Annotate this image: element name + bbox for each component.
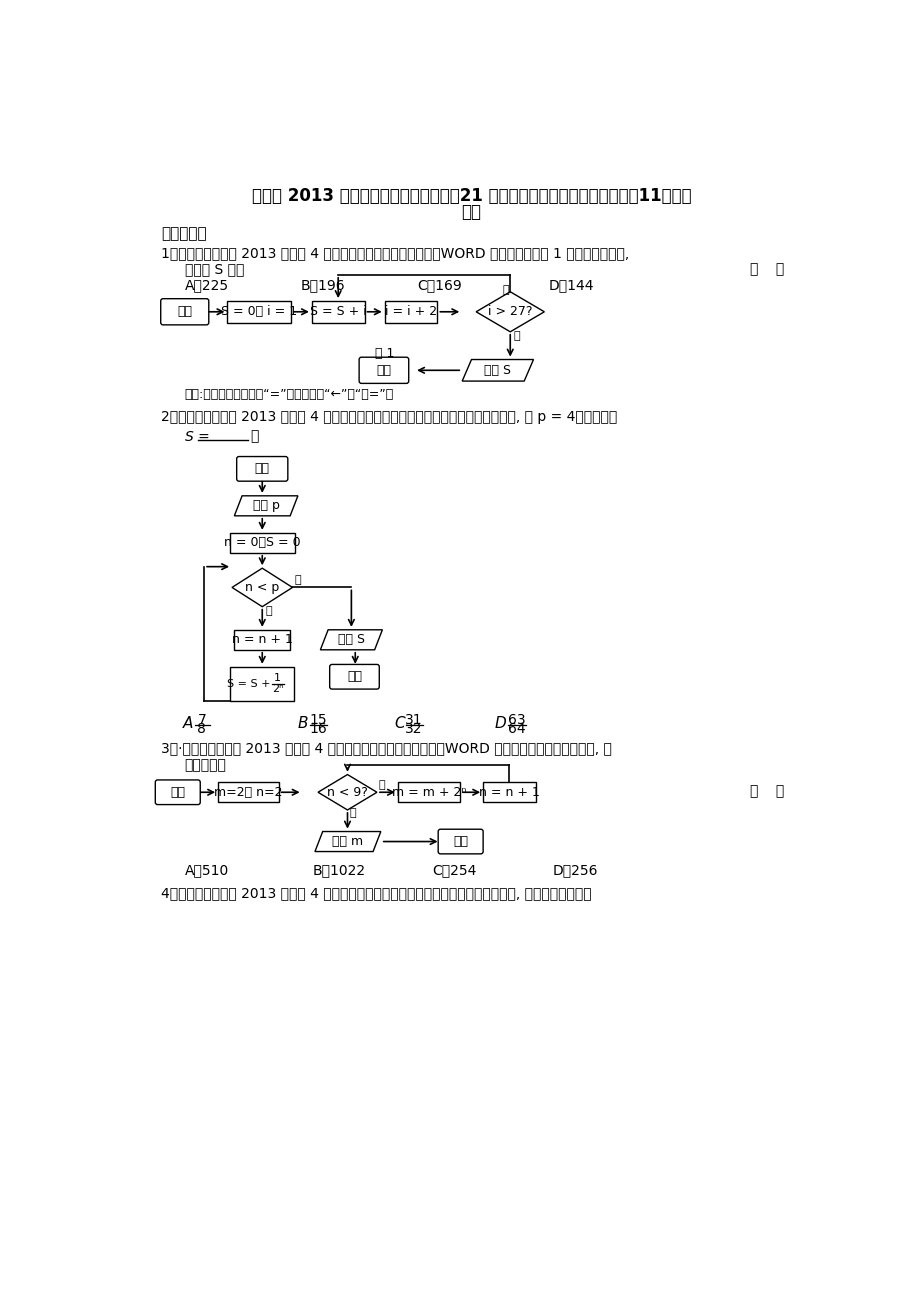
Text: 64: 64 (507, 723, 525, 736)
Text: B: B (297, 716, 307, 732)
FancyBboxPatch shape (437, 829, 482, 854)
Text: 出的结果是: 出的结果是 (185, 758, 226, 772)
Bar (384, 301, 437, 323)
Polygon shape (320, 630, 382, 650)
Text: 否: 否 (502, 285, 508, 296)
Text: S = S + i: S = S + i (310, 305, 366, 318)
Text: m = m + 2ⁿ: m = m + 2ⁿ (391, 786, 466, 798)
Text: 是: 是 (265, 607, 272, 616)
Text: 开始: 开始 (255, 462, 269, 475)
Text: A．225: A．225 (185, 279, 229, 293)
Bar (218, 783, 278, 802)
Text: （    ）: （ ） (750, 784, 784, 798)
FancyBboxPatch shape (155, 780, 200, 805)
Text: S = 0， i = 1: S = 0， i = 1 (221, 305, 297, 318)
Text: 否: 否 (294, 574, 301, 585)
Text: D: D (494, 716, 506, 732)
Polygon shape (234, 496, 298, 516)
Text: D．256: D．256 (552, 863, 597, 878)
Text: 输出的 S 値为: 输出的 S 値为 (185, 263, 244, 276)
Text: 结束: 结束 (376, 363, 391, 376)
Text: 2ⁿ: 2ⁿ (272, 684, 283, 694)
Polygon shape (476, 292, 544, 332)
Text: 否: 否 (348, 809, 356, 818)
Text: B．196: B．196 (301, 279, 346, 293)
Text: A．510: A．510 (185, 863, 229, 878)
Text: n = n + 1: n = n + 1 (232, 633, 292, 646)
Text: C．169: C．169 (417, 279, 461, 293)
Text: C．254: C．254 (432, 863, 477, 878)
Bar (397, 783, 460, 802)
Text: 15: 15 (309, 713, 326, 727)
Text: S =: S = (185, 430, 210, 444)
Bar (234, 630, 289, 650)
Text: i = i + 2: i = i + 2 (384, 305, 437, 318)
Polygon shape (314, 832, 380, 852)
Text: 2．（广东省韶关市 2013 届高三 4 月第二次调研测试数学文试题）执行右边的程序框图, 若 p = 4，则输出的: 2．（广东省韶关市 2013 届高三 4 月第二次调研测试数学文试题）执行右边的… (162, 410, 617, 423)
Text: 31: 31 (404, 713, 422, 727)
Text: 结束: 结束 (453, 835, 468, 848)
Text: 图 1: 图 1 (375, 346, 394, 359)
Text: 开始: 开始 (170, 786, 185, 798)
Text: 输入 p: 输入 p (253, 500, 279, 512)
Polygon shape (232, 568, 292, 607)
Text: S = S +: S = S + (226, 678, 270, 689)
Text: 。: 。 (250, 430, 258, 444)
Text: 是: 是 (378, 780, 385, 789)
Bar (231, 667, 294, 700)
Text: 1．（广东省广州市 2013 届高三 4 月综合测试（二）数学文试题（WORD 版））执行如图 1 所示的程序框图,: 1．（广东省广州市 2013 届高三 4 月综合测试（二）数学文试题（WORD … (162, 246, 630, 260)
Text: 8: 8 (198, 723, 206, 736)
Text: C: C (393, 716, 404, 732)
Text: 是: 是 (513, 332, 519, 341)
Text: 输出 S: 输出 S (337, 633, 365, 646)
Text: 广东省 2013 届高三最新文科试题精选（21 套含九大市区的二模等）分类汇编11：程序: 广东省 2013 届高三最新文科试题精选（21 套含九大市区的二模等）分类汇编1… (252, 187, 690, 206)
FancyBboxPatch shape (161, 298, 209, 326)
Text: D．144: D．144 (549, 279, 594, 293)
Text: 结束: 结束 (346, 671, 361, 684)
Text: n < 9?: n < 9? (327, 786, 368, 798)
Bar (230, 533, 294, 553)
Text: 框图: 框图 (461, 203, 481, 220)
Text: 1: 1 (274, 673, 281, 684)
Polygon shape (461, 359, 533, 381)
Text: 32: 32 (404, 723, 422, 736)
Text: A: A (183, 716, 193, 732)
Text: （注:框图中的赋値符号“=”也可以写成“←”或“：=”）: （注:框图中的赋値符号“=”也可以写成“←”或“：=”） (185, 388, 393, 401)
FancyBboxPatch shape (329, 664, 379, 689)
Text: 一、选择题: 一、选择题 (162, 225, 207, 241)
Text: B．1022: B．1022 (312, 863, 366, 878)
Text: 16: 16 (309, 723, 326, 736)
Bar (227, 301, 290, 323)
Text: 3．·（广东省湛江市 2013 届高三 4 月高考测试（二）数学文试题（WORD 版））运行如图的程序框图, 输: 3．·（广东省湛江市 2013 届高三 4 月高考测试（二）数学文试题（WORD… (162, 741, 612, 755)
Text: n < p: n < p (244, 581, 279, 594)
Text: 开始: 开始 (177, 305, 192, 318)
Text: 7: 7 (198, 713, 206, 727)
Text: 63: 63 (507, 713, 525, 727)
Text: n = 0，S = 0: n = 0，S = 0 (223, 536, 301, 549)
Text: i > 27?: i > 27? (487, 305, 532, 318)
FancyBboxPatch shape (358, 357, 408, 383)
Text: n = n + 1: n = n + 1 (479, 786, 539, 798)
Bar (482, 783, 535, 802)
Text: m=2， n=2: m=2， n=2 (214, 786, 282, 798)
Text: 输出 m: 输出 m (332, 835, 363, 848)
Polygon shape (318, 775, 377, 810)
Bar (312, 301, 364, 323)
Text: （    ）: （ ） (750, 263, 784, 276)
Text: 4．（广东省肇庆市 2013 届高三 4 月第二次模拟数学（文）试题）某程序框图如图所示, 该程序运行后输出: 4．（广东省肇庆市 2013 届高三 4 月第二次模拟数学（文）试题）某程序框图… (162, 887, 592, 900)
FancyBboxPatch shape (236, 457, 288, 482)
Text: 输出 S: 输出 S (483, 363, 511, 376)
